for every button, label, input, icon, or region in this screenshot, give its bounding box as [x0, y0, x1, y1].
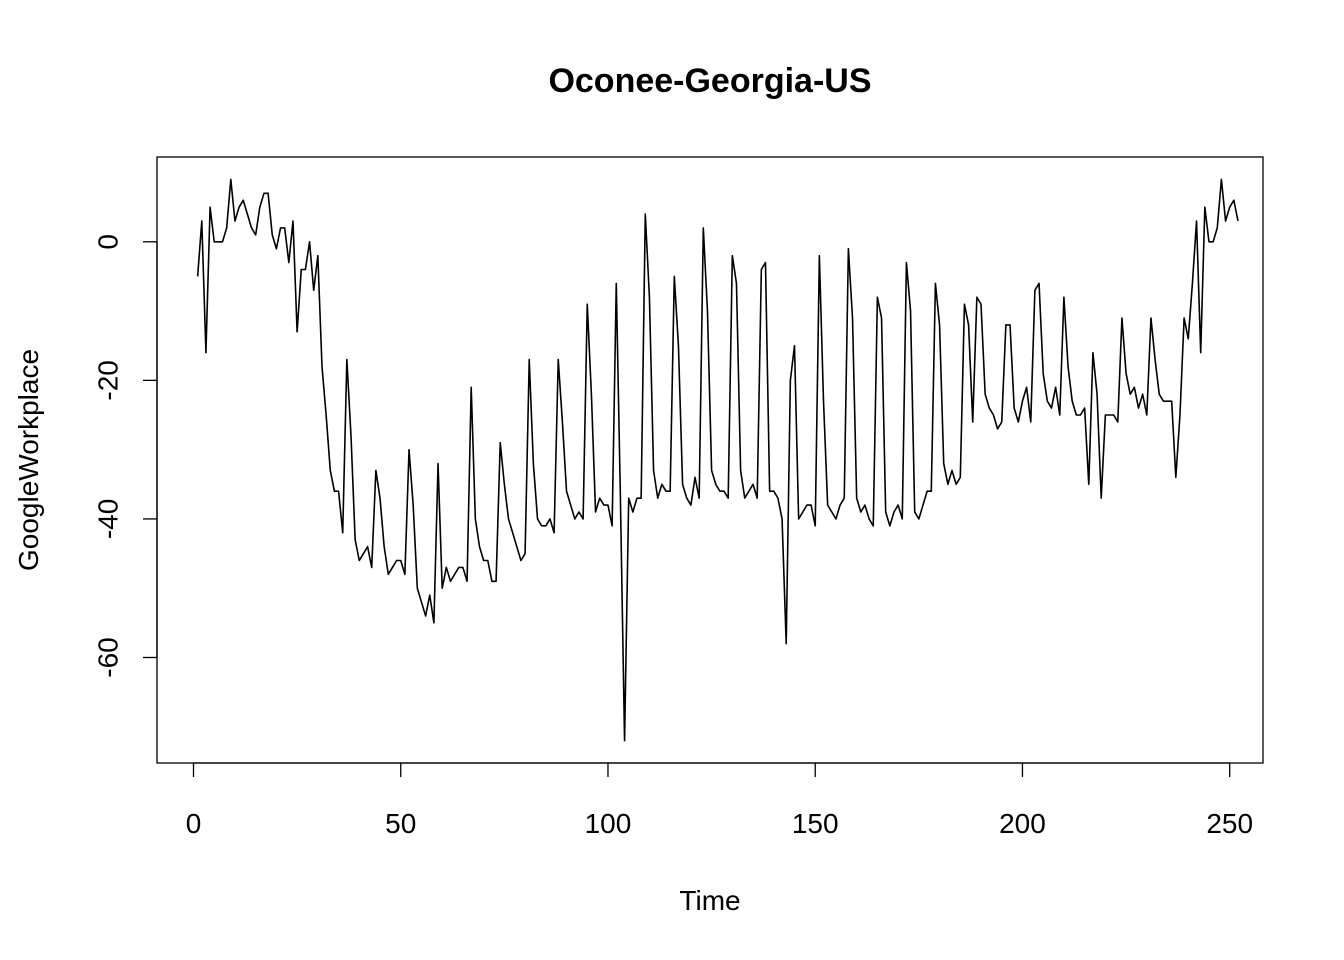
- x-axis-label: Time: [679, 885, 740, 916]
- y-tick-label: -60: [92, 637, 123, 677]
- plot-frame: [156, 156, 1264, 764]
- x-tick-label: 250: [1206, 808, 1253, 839]
- y-tick-label: 0: [92, 234, 123, 250]
- data-series-line: [196, 178, 1239, 742]
- y-tick-label: -40: [92, 499, 123, 539]
- x-tick-label: 200: [999, 808, 1046, 839]
- y-axis: -60 -40 -20 0: [92, 234, 158, 678]
- y-axis-label: GoogleWorkplace: [13, 349, 44, 571]
- x-axis: 0 50 100 150 200 250: [186, 762, 1253, 839]
- x-tick-label: 50: [385, 808, 416, 839]
- x-tick-label: 150: [792, 808, 839, 839]
- x-tick-label: 100: [585, 808, 632, 839]
- y-tick-label: -20: [92, 360, 123, 400]
- chart-title: Oconee-Georgia-US: [548, 62, 871, 100]
- x-tick-label: 0: [186, 808, 202, 839]
